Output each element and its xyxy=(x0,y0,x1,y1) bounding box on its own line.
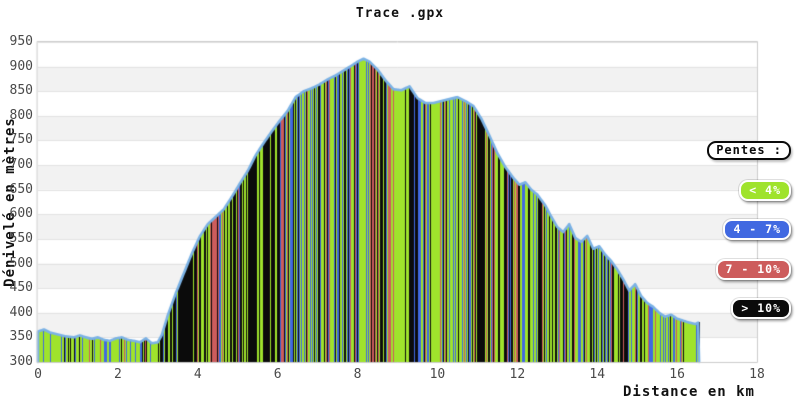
y-tick-label: 600 xyxy=(9,206,33,222)
x-tick-label: 14 xyxy=(589,367,606,382)
y-tick-label: 800 xyxy=(9,107,33,123)
y-tick-label: 450 xyxy=(9,280,33,296)
y-tick-label: 700 xyxy=(9,157,33,173)
x-tick-label: 18 xyxy=(749,367,765,382)
y-tick-label: 350 xyxy=(9,329,33,345)
y-tick-label: 400 xyxy=(9,304,33,320)
x-tick-label: 12 xyxy=(509,367,526,382)
chart-title: Trace .gpx xyxy=(355,6,445,21)
y-tick-label: 550 xyxy=(9,230,33,246)
x-tick-label: 10 xyxy=(429,367,446,382)
x-tick-label: 8 xyxy=(353,367,362,382)
x-tick-label: 4 xyxy=(193,367,202,382)
x-tick-label: 0 xyxy=(34,367,42,382)
y-tick-label: 950 xyxy=(9,34,33,49)
y-tick-label: 650 xyxy=(9,181,33,197)
y-tick-label: 750 xyxy=(9,132,33,148)
y-tick-label: 900 xyxy=(9,58,33,74)
x-axis-title: Distance en km xyxy=(622,384,755,400)
x-tick-label: 16 xyxy=(669,367,685,382)
x-tick-label: 6 xyxy=(273,367,282,382)
y-tick-label: 850 xyxy=(9,83,33,99)
x-tick-label: 2 xyxy=(113,367,122,382)
y-tick-label: 500 xyxy=(9,255,33,271)
y-tick-label: 300 xyxy=(9,354,33,369)
